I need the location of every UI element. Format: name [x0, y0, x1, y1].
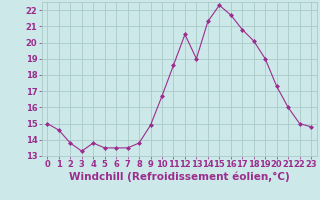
X-axis label: Windchill (Refroidissement éolien,°C): Windchill (Refroidissement éolien,°C) [69, 172, 290, 182]
